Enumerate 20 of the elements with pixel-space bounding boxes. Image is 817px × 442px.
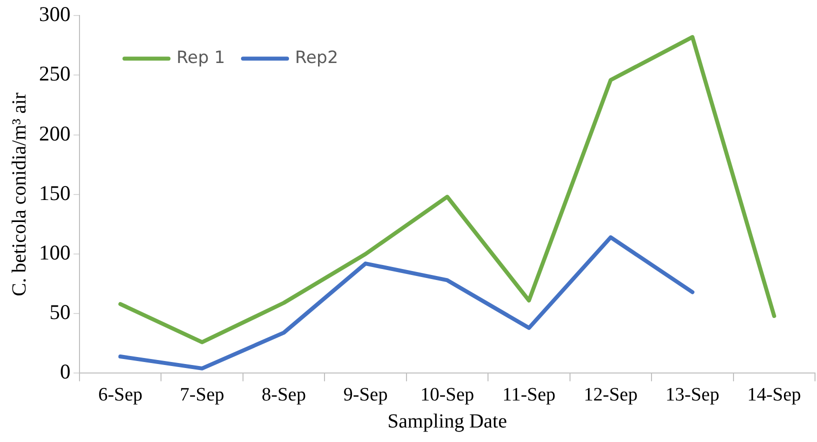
legend-label: Rep2 — [295, 48, 338, 68]
x-tick-label: 11-Sep — [502, 384, 556, 406]
y-tick-label: 150 — [39, 180, 70, 205]
y-tick-label: 200 — [39, 121, 70, 146]
legend-label: Rep 1 — [176, 48, 226, 68]
x-tick-label: 10-Sep — [420, 384, 474, 406]
x-axis-title: Sampling Date — [388, 410, 508, 432]
x-tick-label: 8-Sep — [262, 384, 306, 406]
x-tick-label: 6-Sep — [98, 384, 143, 406]
y-tick-label: 250 — [39, 62, 70, 86]
y-axis-title: C. beticola conidia/m³ air — [8, 92, 30, 296]
x-tick-label: 14-Sep — [747, 384, 802, 406]
y-tick-label: 0 — [60, 360, 70, 384]
y-tick-label: 300 — [39, 2, 70, 26]
y-tick-label: 50 — [50, 300, 70, 324]
x-tick-label: 9-Sep — [343, 384, 388, 406]
x-tick-label: 7-Sep — [180, 384, 224, 406]
y-tick-label: 100 — [39, 240, 70, 265]
x-tick-label: 13-Sep — [666, 384, 720, 406]
x-tick-label: 12-Sep — [584, 384, 638, 406]
